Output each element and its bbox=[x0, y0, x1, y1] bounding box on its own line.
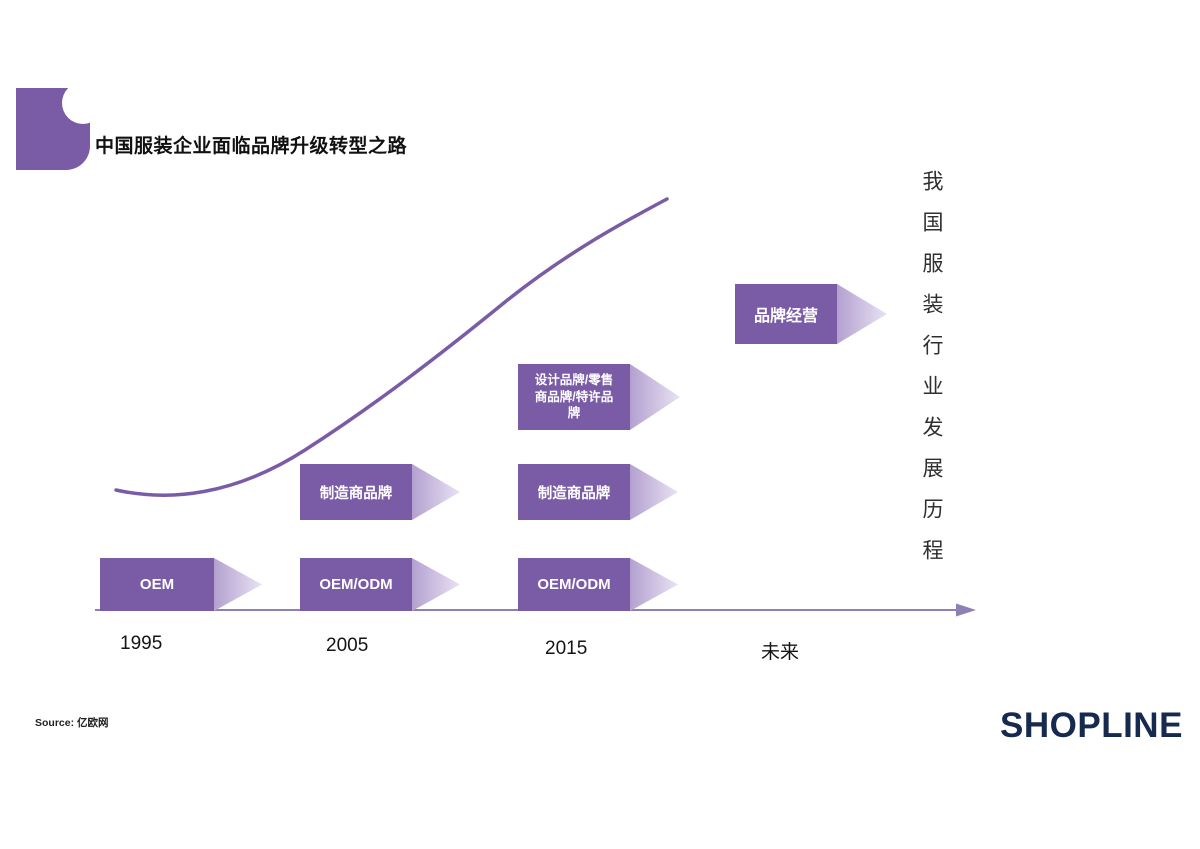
year-label-future: 未来 bbox=[761, 642, 800, 663]
stage-label: OEM bbox=[100, 558, 214, 611]
year-label-2015: 2015 bbox=[545, 638, 588, 659]
timeline-axis-arrowhead bbox=[956, 603, 976, 617]
arrow-right-icon bbox=[412, 558, 460, 611]
stage-label: OEM/ODM bbox=[300, 558, 412, 611]
stage-label: 制造商品牌 bbox=[300, 464, 412, 520]
shopline-logo: SHOPLINE bbox=[1000, 706, 1183, 745]
stage-manufacturer-brand-2005: 制造商品牌 bbox=[300, 464, 460, 520]
source-note: Source: 亿欧网 bbox=[35, 717, 109, 729]
stage-manufacturer-brand-2015: 制造商品牌 bbox=[518, 464, 678, 520]
stage-oem-odm-2005: OEM/ODM bbox=[300, 558, 460, 611]
year-label-2005: 2005 bbox=[326, 635, 369, 656]
arrow-right-icon bbox=[630, 464, 678, 520]
arrow-right-icon bbox=[630, 558, 678, 611]
corner-accent-notch bbox=[62, 82, 104, 124]
arrow-right-icon bbox=[837, 284, 887, 344]
stage-label: 制造商品牌 bbox=[518, 464, 630, 520]
arrow-right-icon bbox=[412, 464, 460, 520]
year-label-1995: 1995 bbox=[120, 633, 163, 654]
stage-design-brand-2015: 设计品牌/零售商品牌/特许品牌 bbox=[518, 364, 680, 430]
stage-label: 设计品牌/零售商品牌/特许品牌 bbox=[518, 364, 630, 430]
page-title: 中国服装企业面临品牌升级转型之路 bbox=[95, 136, 408, 157]
stage-label: OEM/ODM bbox=[518, 558, 630, 611]
stage-oem-odm-2015: OEM/ODM bbox=[518, 558, 678, 611]
arrow-right-icon bbox=[630, 364, 680, 430]
growth-curve bbox=[114, 197, 669, 497]
side-caption: 我国服装行业发展历程 bbox=[920, 170, 943, 580]
stage-oem-1995: OEM bbox=[100, 558, 262, 611]
arrow-right-icon bbox=[214, 558, 262, 611]
stage-label: 品牌经营 bbox=[735, 284, 837, 344]
stage-brand-operation-future: 品牌经营 bbox=[735, 284, 887, 344]
